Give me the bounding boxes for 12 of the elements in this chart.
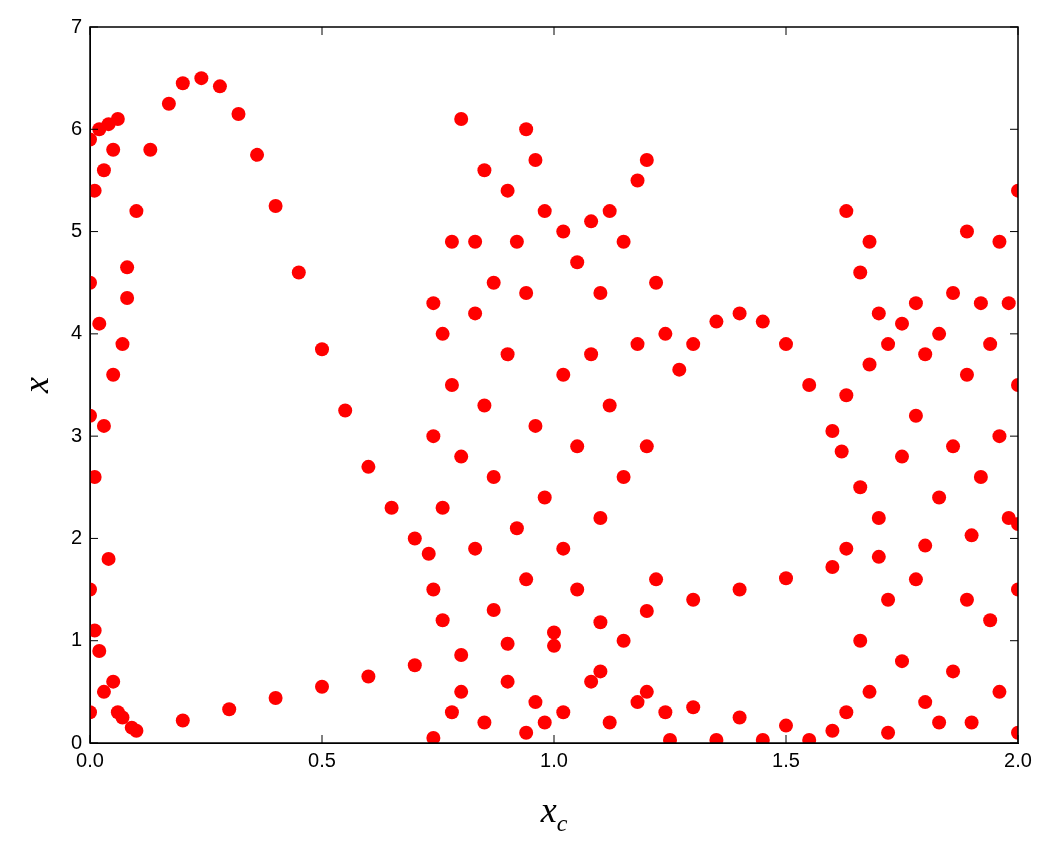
y-tick-label: 7 bbox=[70, 14, 82, 37]
y-tick-label: 4 bbox=[70, 321, 82, 344]
y-tick-label: 3 bbox=[70, 423, 82, 446]
y-axis-title: x bbox=[16, 376, 56, 394]
y-tick-label: 2 bbox=[70, 525, 82, 548]
y-tick-label: 1 bbox=[70, 628, 82, 651]
x-tick-label: 0.5 bbox=[308, 748, 336, 771]
y-tick-label: 5 bbox=[70, 219, 82, 242]
x-tick-label: 1.5 bbox=[772, 748, 800, 771]
y-tick-label: 6 bbox=[70, 116, 82, 139]
x-tick-label: 1.0 bbox=[540, 748, 568, 771]
x-tick-label: 2.0 bbox=[1004, 748, 1032, 771]
